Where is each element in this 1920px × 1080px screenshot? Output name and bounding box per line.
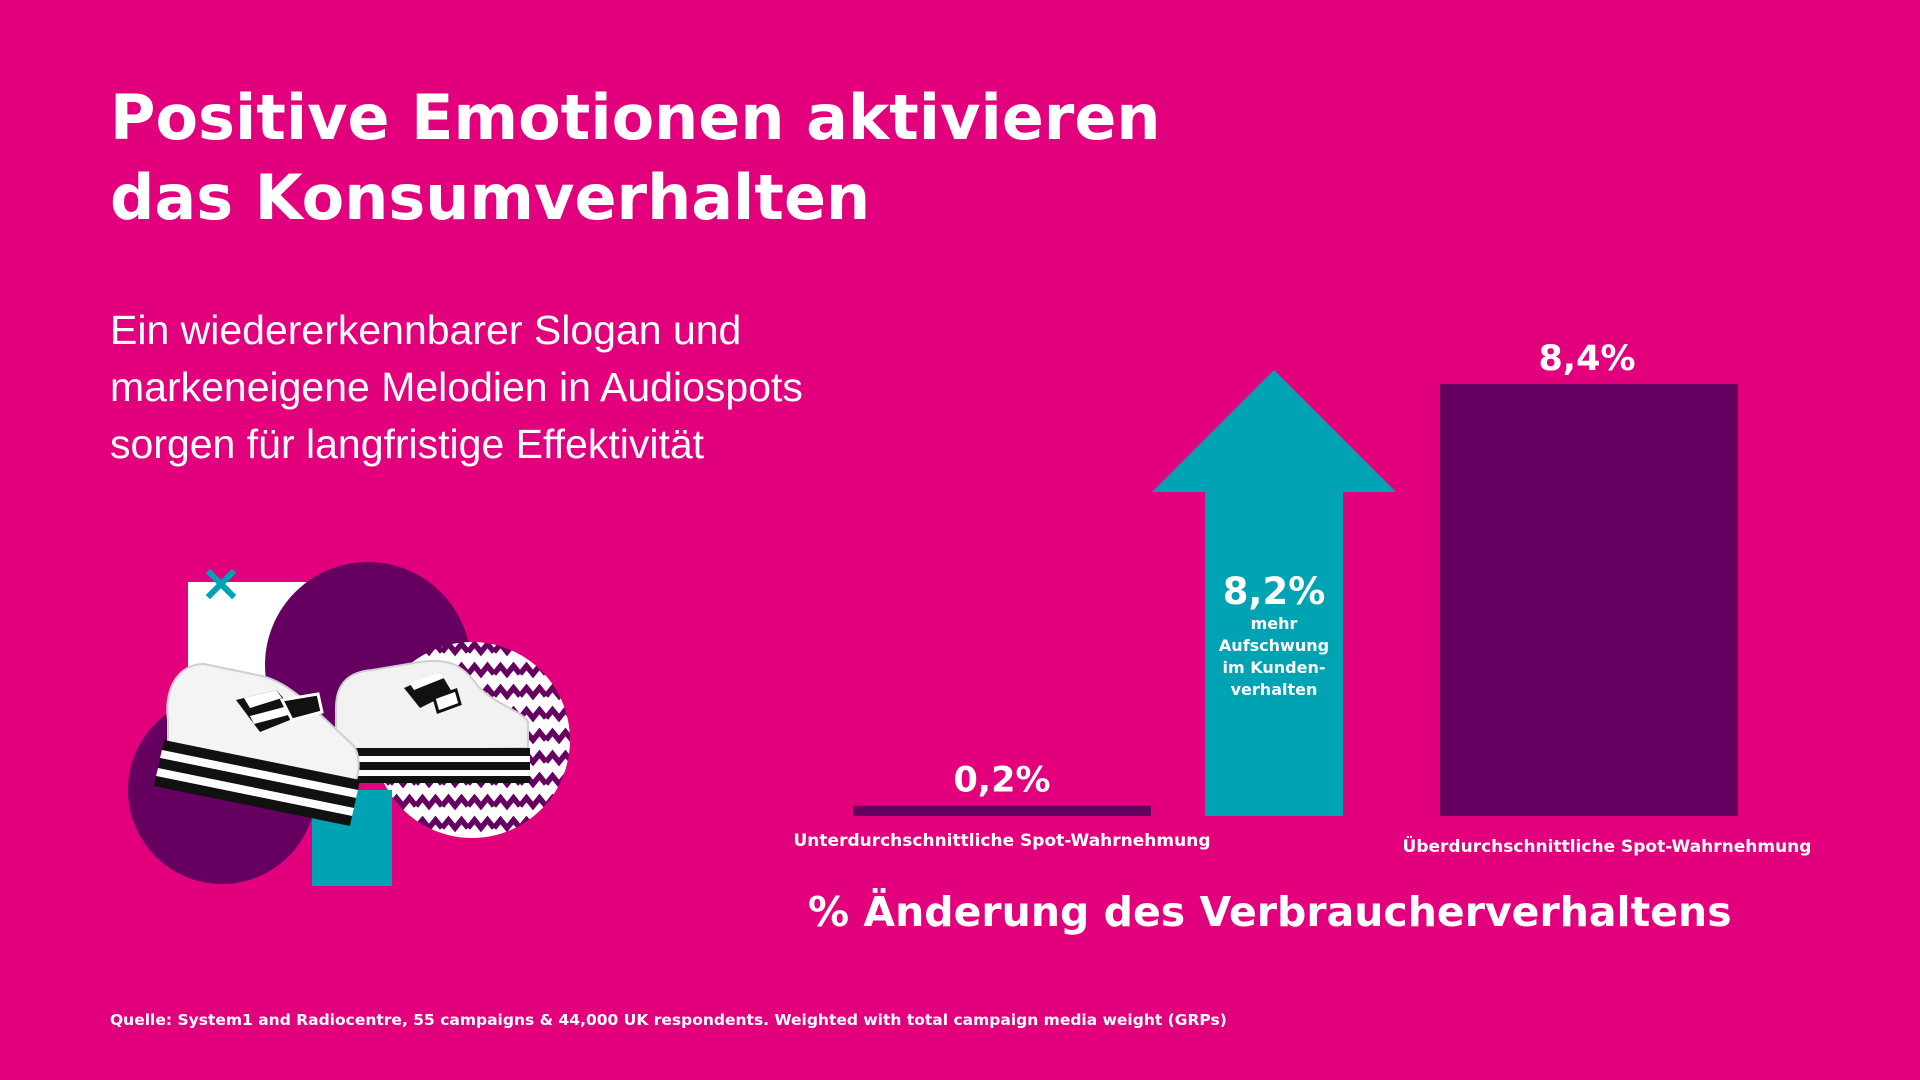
category-label-1: Unterdurchschnittliche Spot-Wahrnehmung: [794, 831, 1211, 851]
arrow-text-line-2: Aufschwung: [1219, 636, 1329, 655]
bar-value-label-2: 8,4%: [1538, 339, 1635, 379]
subtitle-line-1: Ein wiedererkennbarer Slogan und: [110, 307, 742, 353]
sneaker-right-icon: [332, 659, 530, 783]
source-note: Quelle: System1 and Radiocentre, 55 camp…: [110, 1011, 1227, 1029]
arrow-text-line-3: im Kunden-: [1223, 658, 1326, 677]
bar-value-label-1: 0,2%: [953, 761, 1050, 801]
sneakers-illustration: [128, 562, 570, 886]
up-arrow-annotation: [1152, 370, 1396, 816]
title-line-1: Positive Emotionen aktivieren: [110, 81, 1161, 154]
title-line-2: das Konsumverhalten: [110, 161, 871, 234]
sneaker-left-icon: [154, 662, 360, 826]
bar-2: [1440, 384, 1738, 816]
category-label-2: Überdurchschnittliche Spot-Wahrnehmung: [1403, 835, 1812, 857]
bar-1: [853, 805, 1151, 816]
page-title: Positive Emotionen aktivieren das Konsum…: [110, 78, 1210, 238]
subtitle-line-2: markeneigene Melodien in Audiospots: [110, 364, 803, 410]
subtitle: Ein wiedererkennbarer Slogan und markene…: [110, 302, 970, 473]
x-axis-title: % Änderung des Verbraucherverhaltens: [808, 888, 1732, 936]
arrow-text-line-4: verhalten: [1231, 680, 1318, 699]
x-mark-icon: [205, 568, 237, 600]
subtitle-line-3: sorgen für langfristige Effektivität: [110, 421, 705, 467]
arrow-text-line-1: mehr: [1251, 614, 1298, 633]
arrow-value-label: 8,2%: [1223, 570, 1326, 613]
